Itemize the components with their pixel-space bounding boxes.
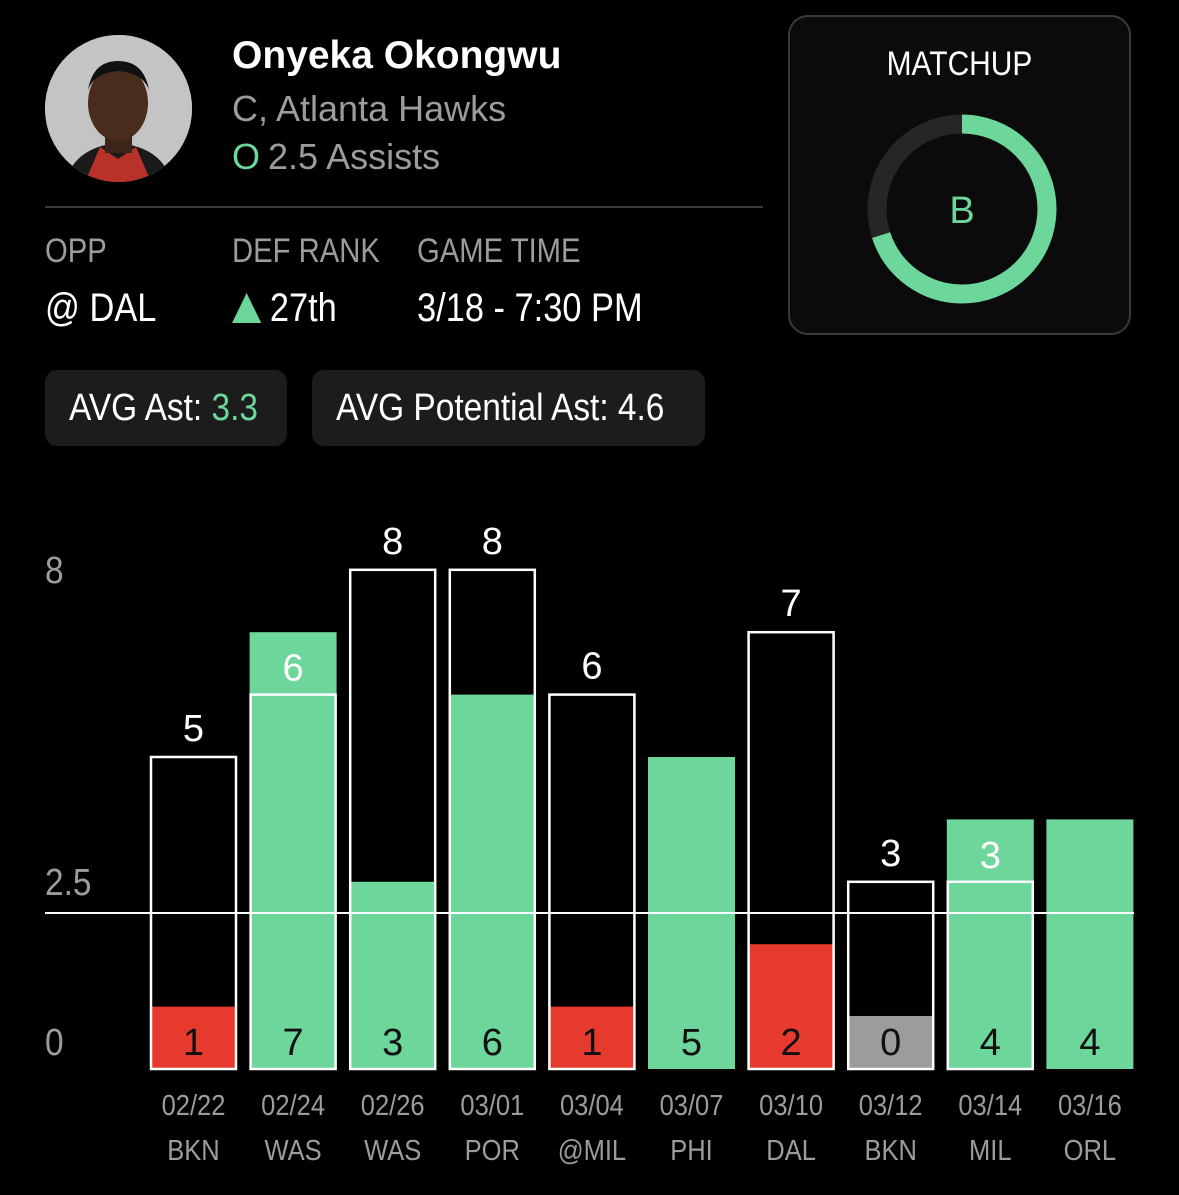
x-date-label: 03/07	[660, 1088, 724, 1121]
over-marker: O	[232, 136, 261, 177]
x-opp-label: PHI	[670, 1133, 713, 1166]
x-opp-label: POR	[465, 1133, 520, 1166]
potential-label: 8	[382, 521, 403, 563]
game-time-value: 3/18 - 7:30 PM	[417, 286, 643, 330]
potential-label: 3	[980, 835, 1001, 877]
potential-label: 8	[482, 521, 503, 563]
x-opp-label: BKN	[167, 1133, 219, 1166]
assists-label: 4	[980, 1022, 1001, 1064]
assists-bar	[1046, 819, 1134, 1069]
potential-label: 6	[283, 648, 304, 690]
avg-ast-pill: AVG Ast: 3.3	[45, 370, 287, 446]
assists-label: 2	[781, 1022, 802, 1064]
potential-bar	[348, 568, 437, 1071]
x-opp-label: BKN	[864, 1133, 916, 1166]
potential-bar	[946, 880, 1035, 1071]
x-date-label: 03/14	[958, 1088, 1022, 1121]
x-date-label: 03/16	[1058, 1088, 1122, 1121]
assists-label: 1	[183, 1022, 204, 1064]
potential-label: 5	[183, 708, 204, 750]
assists-label: 1	[581, 1022, 602, 1064]
opp-value: @ DAL	[45, 286, 157, 330]
assists-bar	[847, 1015, 935, 1069]
header-divider	[45, 206, 763, 208]
player-name: Onyeka Okongwu	[232, 34, 562, 77]
prop-line: O 2.5 Assists	[232, 136, 440, 178]
avg-ast-value: 3.3	[211, 387, 258, 429]
x-opp-label: ORL	[1064, 1133, 1116, 1166]
donut-arc	[867, 114, 1057, 304]
y-tick-label: 2.5	[45, 861, 91, 903]
x-opp-label: @MIL	[558, 1133, 626, 1166]
def-rank-label: DEF RANK	[232, 232, 380, 270]
assists-label: 5	[681, 1022, 702, 1064]
assists-label: 7	[283, 1022, 304, 1064]
assists-label: 4	[1079, 1022, 1100, 1064]
avg-potential-label: AVG Potential Ast:	[336, 387, 618, 429]
x-date-label: 03/12	[859, 1088, 923, 1121]
def-rank-text: 27th	[269, 286, 337, 330]
opp-label: OPP	[45, 232, 107, 270]
assists-bar	[150, 1006, 237, 1069]
assists-label: 0	[880, 1022, 901, 1064]
assists-bar	[548, 1006, 636, 1069]
x-opp-label: MIL	[969, 1133, 1012, 1166]
game-time-label: GAME TIME	[417, 232, 581, 270]
player-position-team: C, Atlanta Hawks	[232, 88, 507, 129]
matchup-card: MATCHUP B	[788, 15, 1131, 335]
assists-bar	[946, 819, 1034, 1069]
y-tick-label: 0	[45, 1021, 64, 1063]
x-date-label: 02/24	[261, 1088, 325, 1121]
player-photo-icon	[45, 35, 192, 182]
assists-bar	[747, 944, 835, 1069]
y-tick-label: 8	[45, 549, 64, 591]
x-date-label: 02/26	[361, 1088, 425, 1121]
avg-potential-value: 4.6	[617, 387, 665, 429]
assists-label: 6	[482, 1022, 503, 1064]
x-opp-label: WAS	[265, 1133, 322, 1166]
matchup-grade: B	[949, 190, 974, 232]
potential-label: 7	[781, 583, 802, 625]
x-date-label: 03/04	[560, 1088, 624, 1121]
assists-bar	[249, 632, 337, 1069]
player-avatar	[45, 35, 192, 182]
potential-bar	[448, 568, 537, 1071]
potential-label: 6	[581, 646, 602, 688]
x-opp-label: WAS	[364, 1133, 421, 1166]
potential-bar	[249, 693, 337, 1071]
avg-ast-label: AVG Ast:	[69, 387, 212, 429]
matchup-title: MATCHUP	[886, 45, 1033, 83]
potential-bar	[747, 630, 835, 1071]
prop-text: 2.5 Assists	[268, 136, 441, 177]
x-date-label: 02/22	[162, 1088, 226, 1121]
potential-label: 3	[880, 833, 901, 875]
potential-bar	[846, 880, 935, 1071]
up-triangle-icon	[232, 293, 262, 323]
x-date-label: 03/10	[759, 1088, 823, 1121]
x-opp-label: DAL	[766, 1133, 816, 1166]
x-date-label: 03/01	[460, 1088, 524, 1121]
matchup-donut: B	[867, 114, 1057, 304]
assists-bar	[448, 694, 536, 1069]
assists-label: 3	[382, 1022, 403, 1064]
def-rank-value: 27th	[232, 286, 337, 331]
avg-potential-pill: AVG Potential Ast: 4.6	[312, 370, 705, 446]
potential-bar	[548, 693, 636, 1071]
